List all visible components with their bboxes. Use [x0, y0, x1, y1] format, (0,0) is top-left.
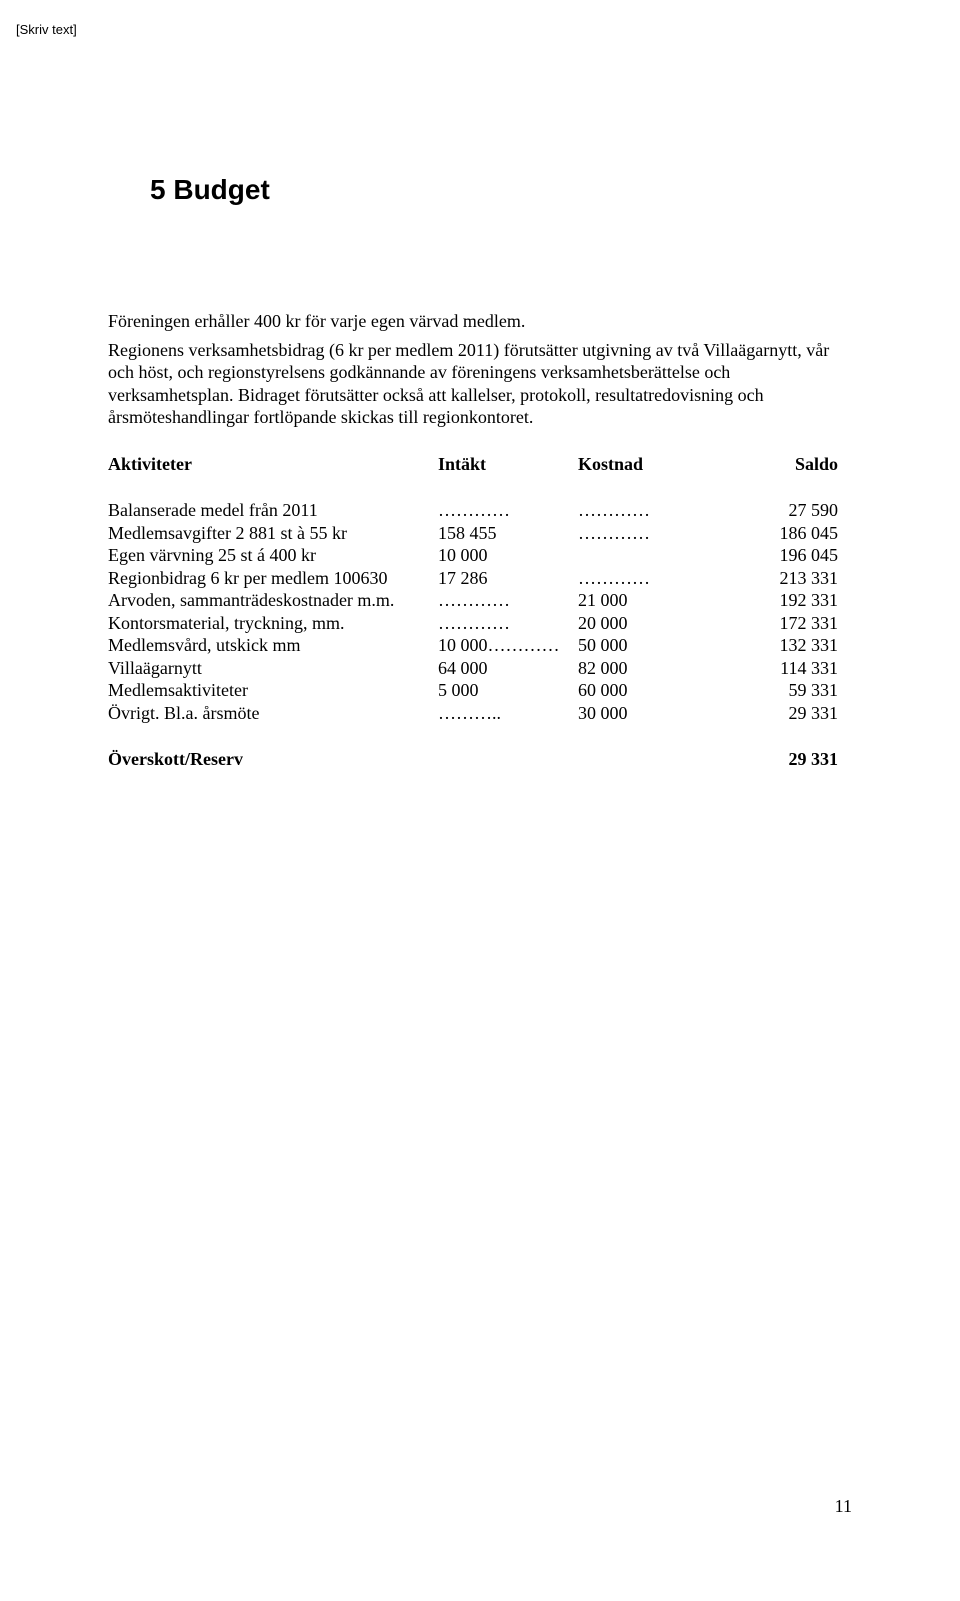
- table-row: Medlemsavgifter 2 881 st à 55 kr 158 455…: [108, 522, 848, 545]
- table-row: Balanserade medel från 2011 ………… ………… 27…: [108, 499, 848, 522]
- cell-balance: 27 590: [708, 499, 838, 522]
- table-row: Kontorsmaterial, tryckning, mm. ………… 20 …: [108, 612, 848, 635]
- cell-income: ………..: [438, 702, 578, 725]
- cell-balance: 59 331: [708, 679, 838, 702]
- budget-table-header: Aktiviteter Intäkt Kostnad Saldo: [108, 453, 848, 476]
- cell-balance: 29 331: [708, 702, 838, 725]
- col-header-balance: Saldo: [708, 453, 838, 476]
- paragraph-intro-2: Regionens verksamhetsbidrag (6 kr per me…: [108, 339, 848, 429]
- cell-activity: Villaägarnytt: [108, 657, 438, 680]
- cell-cost: …………: [578, 522, 708, 545]
- cell-cost: …………: [578, 567, 708, 590]
- page-number: 11: [835, 1496, 852, 1517]
- cell-income: 5 000: [438, 679, 578, 702]
- col-header-activity: Aktiviteter: [108, 453, 438, 476]
- cell-balance: 114 331: [708, 657, 838, 680]
- cell-cost: [578, 544, 708, 567]
- section-title: 5 Budget: [150, 174, 270, 206]
- table-row: Regionbidrag 6 kr per medlem 100630 17 2…: [108, 567, 848, 590]
- cell-activity: Medlemsvård, utskick mm: [108, 634, 438, 657]
- cell-income: …………: [438, 589, 578, 612]
- cell-income: 64 000: [438, 657, 578, 680]
- cell-cost: 21 000: [578, 589, 708, 612]
- cell-balance: 172 331: [708, 612, 838, 635]
- reserve-value: 29 331: [708, 748, 838, 771]
- cell-cost: …………: [578, 499, 708, 522]
- content-area: Föreningen erhåller 400 kr för varje ege…: [108, 310, 848, 771]
- cell-activity: Balanserade medel från 2011: [108, 499, 438, 522]
- cell-balance: 186 045: [708, 522, 838, 545]
- table-row: Medlemsaktiviteter 5 000 60 000 59 331: [108, 679, 848, 702]
- cell-income: …………: [438, 612, 578, 635]
- cell-income: 158 455: [438, 522, 578, 545]
- cell-cost: 30 000: [578, 702, 708, 725]
- cell-activity: Medlemsavgifter 2 881 st à 55 kr: [108, 522, 438, 545]
- cell-income: 10 000…………: [438, 634, 578, 657]
- cell-cost: 82 000: [578, 657, 708, 680]
- cell-activity: Regionbidrag 6 kr per medlem 100630: [108, 567, 438, 590]
- col-header-cost: Kostnad: [578, 453, 708, 476]
- cell-activity: Övrigt. Bl.a. årsmöte: [108, 702, 438, 725]
- cell-income: 10 000: [438, 544, 578, 567]
- table-row: Övrigt. Bl.a. årsmöte ……….. 30 000 29 33…: [108, 702, 848, 725]
- cell-balance: 213 331: [708, 567, 838, 590]
- table-row: Egen värvning 25 st á 400 kr 10 000 196 …: [108, 544, 848, 567]
- cell-activity: Arvoden, sammanträdeskostnader m.m.: [108, 589, 438, 612]
- cell-activity: Medlemsaktiviteter: [108, 679, 438, 702]
- reserve-row: Överskott/Reserv 29 331: [108, 748, 848, 771]
- header-placeholder: [Skriv text]: [16, 22, 77, 37]
- col-header-income: Intäkt: [438, 453, 578, 476]
- table-row: Medlemsvård, utskick mm 10 000………… 50 00…: [108, 634, 848, 657]
- cell-balance: 196 045: [708, 544, 838, 567]
- table-row: Arvoden, sammanträdeskostnader m.m. ……………: [108, 589, 848, 612]
- page: [Skriv text] 5 Budget Föreningen erhålle…: [0, 0, 960, 1601]
- reserve-label: Överskott/Reserv: [108, 748, 708, 771]
- cell-balance: 192 331: [708, 589, 838, 612]
- cell-balance: 132 331: [708, 634, 838, 657]
- cell-income: …………: [438, 499, 578, 522]
- cell-activity: Egen värvning 25 st á 400 kr: [108, 544, 438, 567]
- cell-income: 17 286: [438, 567, 578, 590]
- cell-cost: 50 000: [578, 634, 708, 657]
- cell-activity: Kontorsmaterial, tryckning, mm.: [108, 612, 438, 635]
- table-row: Villaägarnytt 64 000 82 000 114 331: [108, 657, 848, 680]
- cell-cost: 20 000: [578, 612, 708, 635]
- paragraph-intro-1: Föreningen erhåller 400 kr för varje ege…: [108, 310, 848, 333]
- cell-cost: 60 000: [578, 679, 708, 702]
